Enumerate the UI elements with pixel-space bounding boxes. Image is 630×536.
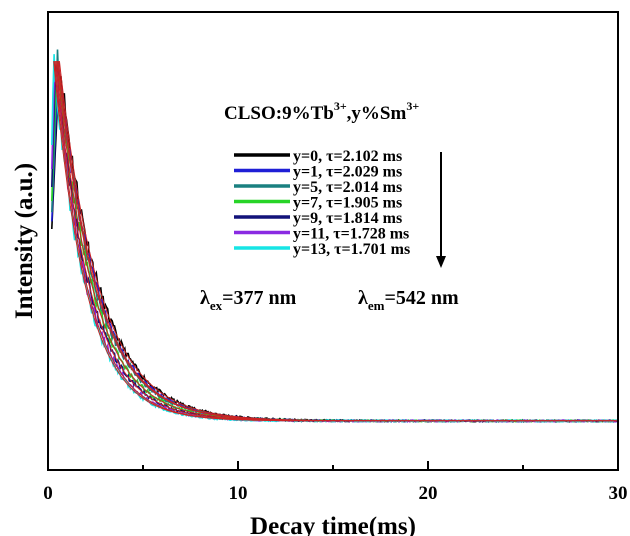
x-tick-label: 10	[229, 483, 248, 504]
excitation-value: =377 nm	[222, 287, 297, 309]
x-tick-label: 0	[43, 483, 53, 504]
legend-label: y=1, τ=2.029 ms	[293, 164, 402, 181]
x-tick-label: 30	[609, 483, 628, 504]
decay-curves	[51, 49, 618, 424]
x-tick-label: 20	[419, 483, 438, 504]
legend-label: y=5, τ=2.014 ms	[293, 179, 402, 196]
sample-label-main: CLSO:9%Tb	[224, 103, 334, 124]
legend-label: y=11, τ=1.728 ms	[293, 226, 409, 243]
emission-symbol: λ	[358, 287, 368, 309]
x-axis-ticks: 0 10 20 30	[43, 461, 628, 504]
legend-label: y=0, τ=2.102 ms	[293, 148, 402, 165]
sample-label: CLSO:9%Tb3+,y%Sm3+	[224, 99, 419, 124]
legend: y=0, τ=2.102 msy=1, τ=2.029 msy=5, τ=2.0…	[234, 148, 410, 258]
sample-label-mid: ,y%Sm	[347, 103, 407, 124]
legend-label: y=13, τ=1.701 ms	[293, 241, 410, 258]
fit-line	[53, 61, 617, 422]
excitation-symbol: λ	[200, 287, 210, 309]
emission-sub: em	[368, 298, 385, 313]
emission-label: λem=542 nm	[358, 287, 459, 313]
legend-label: y=9, τ=1.814 ms	[293, 210, 402, 227]
trend-arrow-head	[436, 256, 446, 268]
x-axis-label: Decay time(ms)	[250, 513, 416, 536]
excitation-label: λex=377 nm	[200, 287, 297, 313]
y-axis-label: Intensity (a.u.)	[11, 163, 38, 319]
excitation-sub: ex	[210, 298, 223, 313]
sample-label-sup1: 3+	[334, 99, 347, 113]
legend-label: y=7, τ=1.905 ms	[293, 195, 402, 212]
sample-label-sup2: 3+	[406, 99, 419, 113]
emission-value: =542 nm	[384, 287, 459, 309]
